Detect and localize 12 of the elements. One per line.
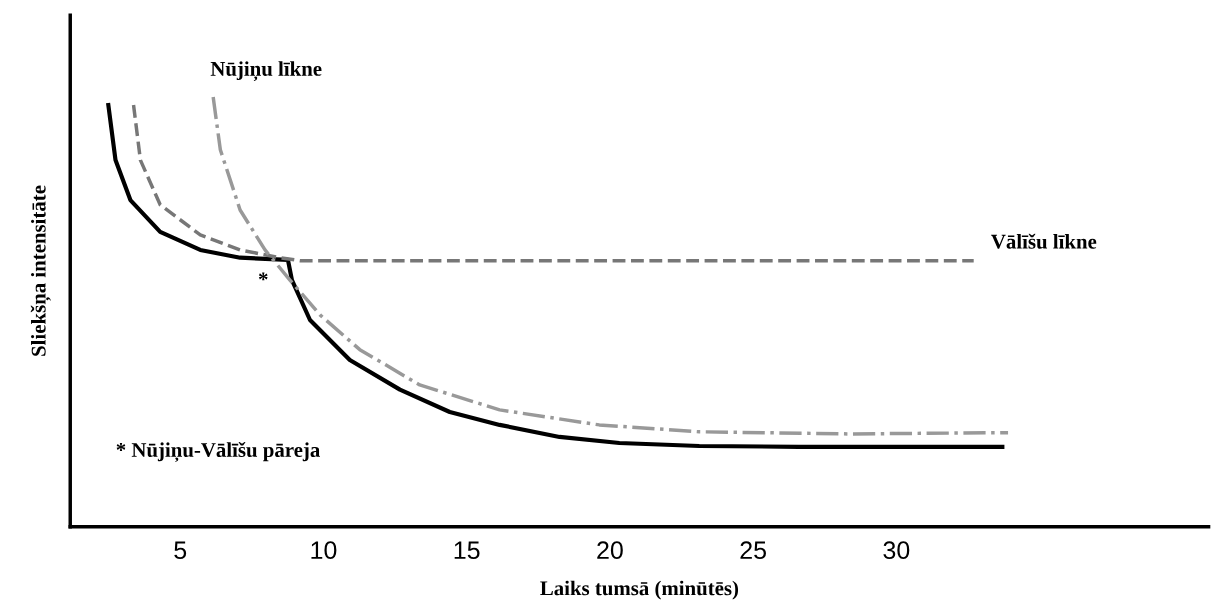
x-axis-title: Laiks tumsā (minūtēs) [540, 580, 739, 600]
annotation: * Nūjiņu-Vālīšu pāreja [116, 442, 320, 463]
series-label: Nūjiņu līkne [210, 61, 322, 81]
x-tick-label: 10 [311, 541, 337, 560]
x-tick-label: 15 [454, 541, 480, 560]
x-tick-label: 30 [883, 541, 910, 560]
annotation: * [258, 272, 268, 281]
x-tick-label: 25 [740, 541, 766, 560]
y-axis-title: Sliekšņa intensitāte [30, 185, 51, 356]
series-label: Vālīšu līkne [991, 233, 1097, 249]
x-tick-label: 5 [174, 541, 187, 560]
x-tick-label: 20 [597, 541, 623, 560]
